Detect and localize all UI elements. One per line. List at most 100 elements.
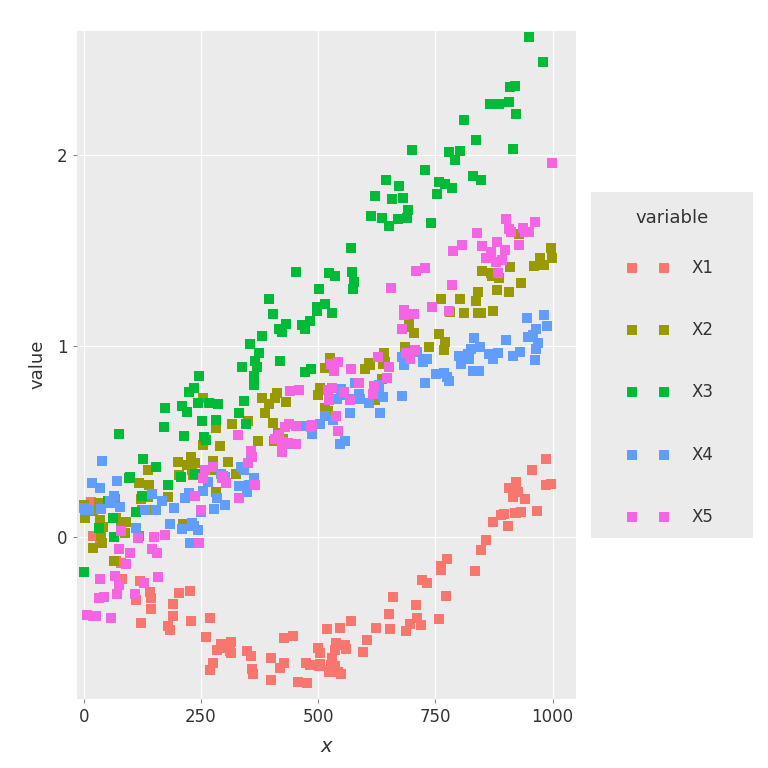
Point [277, 433, 290, 445]
Point [331, 393, 343, 406]
Point [521, 312, 533, 324]
Point [212, 399, 224, 411]
Point [248, 369, 260, 382]
Point [147, 531, 160, 544]
Point [468, 332, 480, 344]
Point [242, 415, 254, 427]
Point [198, 431, 210, 443]
Point [177, 518, 190, 530]
Point [503, 223, 515, 236]
Point [131, 521, 143, 534]
Point [346, 266, 359, 278]
Point [319, 402, 331, 415]
Point [475, 174, 488, 187]
Point [433, 328, 445, 340]
Point [89, 611, 101, 623]
Point [174, 588, 186, 600]
Point [523, 31, 535, 43]
Point [189, 468, 201, 480]
Point [384, 623, 396, 635]
Point [296, 419, 309, 432]
Point [158, 421, 170, 433]
Point [373, 379, 386, 391]
Point [327, 414, 339, 426]
Point [469, 565, 482, 578]
Point [344, 614, 356, 627]
Point [485, 267, 497, 280]
Point [184, 585, 196, 598]
Point [348, 276, 360, 288]
Point [207, 462, 220, 474]
Point [146, 488, 158, 501]
Point [396, 351, 408, 363]
Point [322, 406, 334, 418]
Point [87, 530, 99, 542]
Point [305, 422, 317, 434]
Point [253, 347, 265, 359]
Point [226, 418, 238, 430]
Point [545, 242, 558, 254]
Point [304, 315, 316, 327]
Point [519, 493, 531, 505]
Point [93, 496, 105, 508]
Point [265, 652, 277, 664]
Point [224, 636, 237, 648]
Point [507, 350, 519, 362]
Point [484, 98, 496, 110]
Point [114, 557, 127, 569]
Point [197, 485, 209, 497]
Point [263, 293, 276, 305]
Point [136, 489, 148, 502]
Point [532, 337, 545, 349]
Point [510, 108, 522, 120]
Point [305, 362, 317, 375]
Point [439, 590, 452, 602]
Point [284, 438, 296, 450]
Point [445, 279, 458, 291]
Point [130, 505, 142, 518]
Point [287, 631, 300, 643]
Point [319, 409, 331, 422]
Point [399, 347, 412, 359]
Point [207, 455, 220, 468]
Point [386, 192, 399, 204]
Point [534, 252, 546, 264]
Point [492, 272, 505, 284]
Point [345, 241, 357, 253]
Point [94, 514, 107, 526]
Point [339, 643, 352, 655]
Point [313, 382, 326, 394]
Point [513, 228, 525, 240]
Point [452, 349, 465, 362]
Point [306, 428, 318, 440]
Point [240, 418, 253, 430]
Point [510, 475, 522, 488]
Point [233, 480, 246, 492]
Point [456, 239, 468, 251]
Point [326, 651, 339, 664]
Point [480, 252, 492, 264]
Point [293, 384, 306, 396]
Point [463, 353, 475, 365]
Point [319, 298, 331, 310]
Point [193, 537, 205, 549]
Point [382, 361, 395, 373]
Point [146, 543, 158, 555]
Point [400, 625, 412, 637]
Point [500, 334, 512, 346]
Point [233, 492, 246, 505]
Point [245, 650, 257, 663]
Point [135, 617, 147, 629]
Point [194, 506, 207, 518]
Point [245, 447, 257, 459]
Point [94, 532, 106, 545]
Point [191, 397, 204, 409]
Point [377, 391, 389, 403]
Point [246, 664, 258, 676]
Point [541, 9, 553, 22]
Point [496, 254, 508, 266]
Point [379, 356, 392, 368]
Point [528, 260, 541, 272]
Point [296, 319, 309, 331]
Point [310, 305, 323, 317]
